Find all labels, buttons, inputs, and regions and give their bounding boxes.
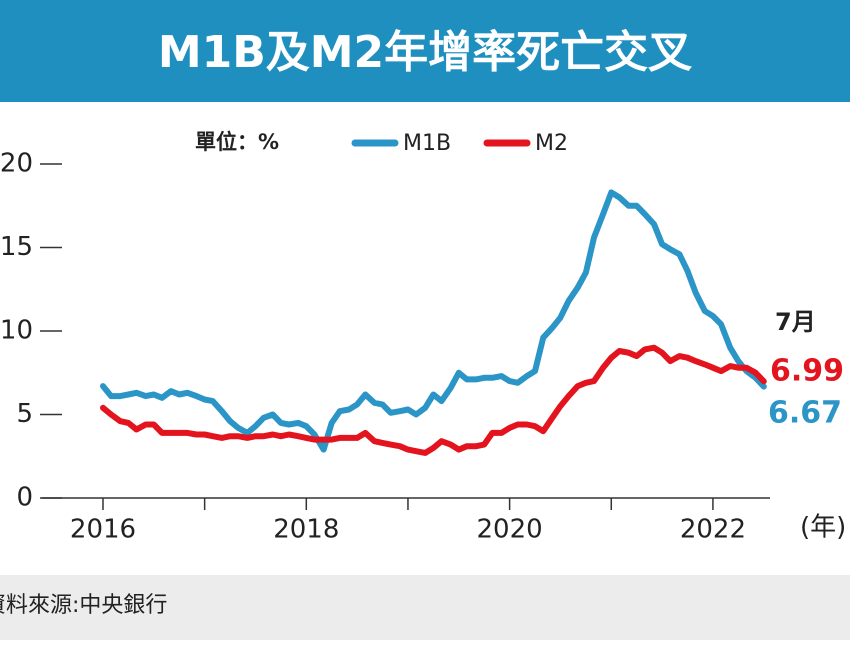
y-tick-label: 20	[0, 149, 33, 179]
annotation: 7月	[775, 308, 816, 336]
legend-label: M2	[535, 131, 568, 156]
x-tick-label: 2018	[273, 515, 339, 545]
value-label: 6.67	[768, 396, 842, 431]
series-line	[100, 344, 767, 456]
chart-title: M1B及M2年增率死亡交叉	[158, 27, 692, 78]
y-tick-label: 15	[0, 232, 33, 262]
y-tick-label: 10	[0, 316, 33, 346]
x-tick-label: 2020	[477, 515, 543, 545]
y-tick-label: 5	[16, 399, 33, 429]
title-bar	[0, 0, 850, 102]
x-unit-label: (年)	[800, 513, 846, 543]
value-label: 6.99	[770, 354, 844, 389]
x-tick-label: 2022	[680, 515, 746, 545]
footer	[0, 575, 850, 640]
source: 資料來源:中央銀行	[0, 593, 167, 618]
series-line	[100, 189, 767, 453]
unit-label: 單位：%	[195, 130, 279, 154]
x-tick-label: 2016	[70, 515, 136, 545]
legend-label: M1B	[403, 131, 451, 156]
y-tick-label: 0	[16, 483, 33, 513]
